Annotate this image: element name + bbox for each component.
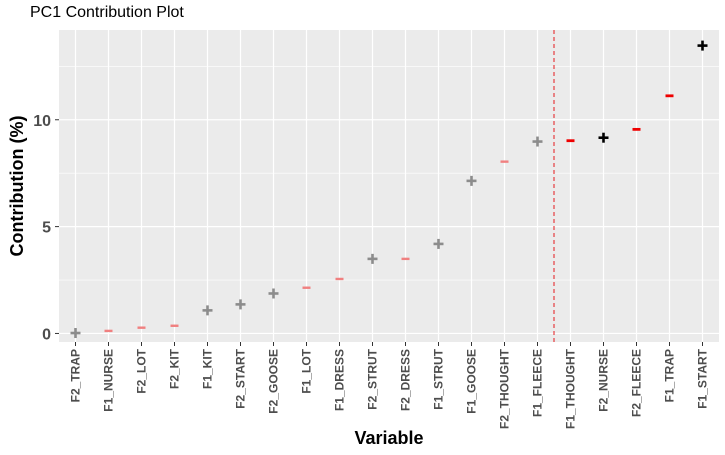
- x-tick-label: F2_NURSE: [597, 349, 611, 412]
- x-tick-label: F2_GOOSE: [267, 349, 281, 414]
- y-tick-label: 5: [42, 220, 51, 237]
- x-tick-label: F2_STRUT: [366, 348, 380, 409]
- marks-layer: [70, 40, 708, 339]
- data-point: [598, 132, 609, 143]
- x-tick-label: F2_START: [234, 348, 248, 408]
- y-axis: 0 5 10: [33, 113, 59, 343]
- data-point: [70, 328, 81, 339]
- x-tick-label: F2_THOUGHT: [498, 348, 512, 429]
- x-tick-label: F1_NURSE: [102, 349, 116, 412]
- chart-title: PC1 Contribution Plot: [30, 4, 184, 21]
- data-point: [268, 288, 279, 299]
- data-point: [697, 40, 708, 51]
- data-point: [433, 238, 444, 249]
- x-tick-label: F1_START: [696, 348, 710, 408]
- x-tick-label: F1_THOUGHT: [564, 348, 578, 429]
- x-axis: F2_TRAP F1_NURSE F2_LOT F2_KIT F1_KIT F2_STAR…: [69, 342, 710, 429]
- grid-layer: [59, 30, 719, 342]
- x-tick-label: F2_TRAP: [69, 349, 83, 402]
- x-axis-title: Variable: [354, 428, 423, 448]
- y-tick-label: 10: [33, 113, 51, 130]
- x-tick-label: F2_FLEECE: [630, 349, 644, 417]
- x-tick-label: F1_STRUT: [432, 348, 446, 409]
- plot-panel: [59, 30, 719, 342]
- x-tick-label: F2_KIT: [168, 348, 182, 389]
- x-tick-label: F1_LOT: [300, 348, 314, 393]
- x-tick-label: F2_LOT: [135, 348, 149, 393]
- x-tick-label: F1_DRESS: [333, 349, 347, 411]
- data-point: [202, 305, 213, 316]
- x-tick-label: F1_KIT: [201, 348, 215, 389]
- data-point: [532, 136, 543, 147]
- x-tick-label: F1_TRAP: [663, 349, 677, 402]
- data-point: [235, 299, 246, 310]
- x-tick-label: F1_FLEECE: [531, 349, 545, 417]
- x-tick-label: F1_GOOSE: [465, 349, 479, 414]
- x-tick-label: F2_DRESS: [399, 349, 413, 411]
- data-point: [367, 253, 378, 264]
- data-point: [466, 175, 477, 186]
- y-tick-label: 0: [42, 326, 51, 343]
- y-axis-title: Contribution (%): [7, 116, 27, 257]
